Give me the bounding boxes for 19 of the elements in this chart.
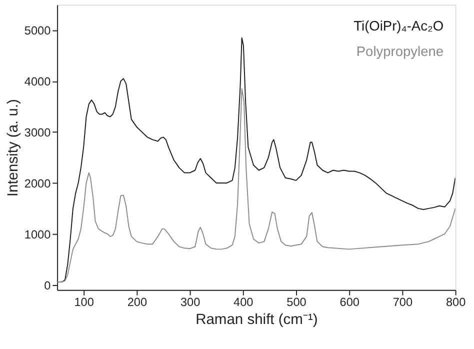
x-tick-label: 100 [74, 295, 94, 310]
x-tick-label: 700 [392, 295, 413, 310]
x-tick-label: 500 [286, 295, 307, 310]
y-tick-label: 5000 [24, 24, 52, 38]
x-tick-label: 800 [446, 295, 466, 310]
x-axis-title: Raman shift (cm⁻¹) [196, 312, 318, 328]
text: Ti(OiPr)₄-Ac₂O [354, 18, 444, 34]
text: Polypropylene [356, 44, 444, 59]
y-axis-title: Intensity (a. u.) [6, 99, 22, 197]
y-tick-label: 3000 [24, 125, 52, 140]
y-tick-label: 1000 [24, 227, 52, 242]
y-tick-label: 2000 [24, 176, 52, 190]
line-series [57, 88, 456, 283]
x-tick-label: 600 [340, 295, 360, 310]
x-tick-label: 400 [234, 295, 254, 310]
x-tick-label: 200 [127, 295, 148, 310]
y-tick-label: 0 [44, 278, 52, 292]
x-tick-label: 300 [180, 295, 201, 310]
y-tick-label: 4000 [24, 74, 52, 89]
